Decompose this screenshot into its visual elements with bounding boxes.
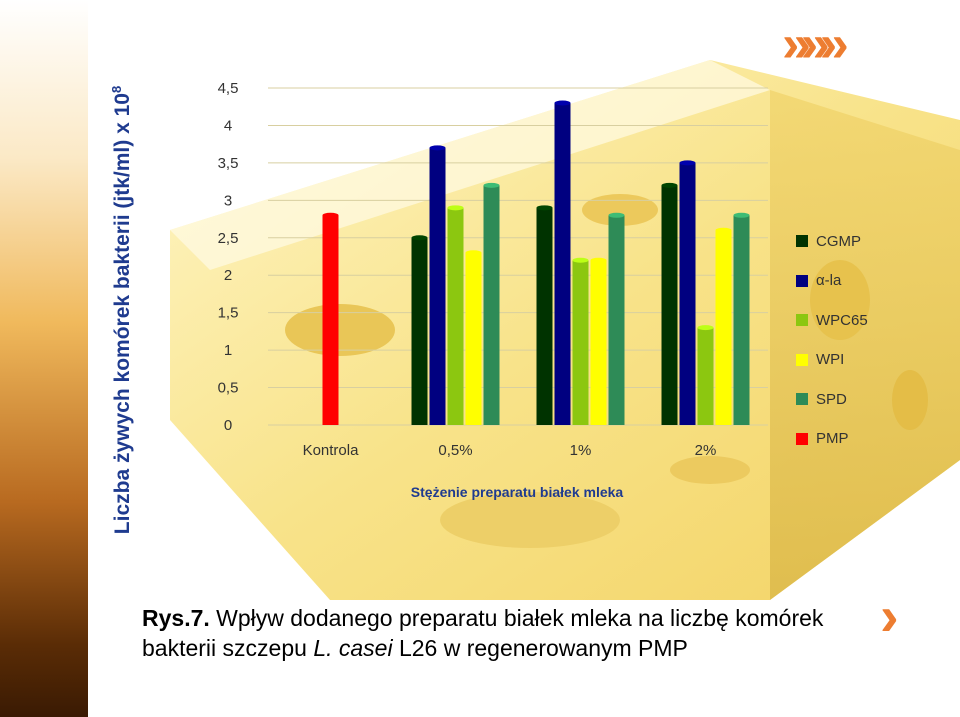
x-axis-label: Stężenie preparatu białek mleka	[411, 484, 624, 500]
bars	[322, 100, 750, 425]
y-tick-label: 2	[224, 267, 232, 284]
caption-prefix: Rys.7.	[142, 605, 210, 631]
bar-spd	[608, 215, 625, 425]
y-tick-label: 4,5	[218, 80, 239, 97]
bar-top	[733, 212, 750, 218]
bar-wpc65	[447, 207, 464, 425]
bar-cgmp	[661, 185, 678, 425]
bar-wpi	[715, 230, 732, 425]
y-tick-label: 1,5	[218, 305, 239, 322]
legend-item: WPI	[796, 350, 844, 370]
bar-top	[608, 212, 625, 218]
bar-spd	[483, 185, 500, 425]
y-tick-label: 0	[224, 417, 232, 434]
bar-top	[411, 235, 428, 241]
y-tick-label: 3	[224, 192, 232, 209]
bar-pmp	[322, 215, 339, 425]
bar-top	[322, 212, 339, 218]
y-tick-label: 4	[224, 117, 232, 134]
legend-swatch	[796, 274, 808, 287]
legend-label: CGMP	[816, 232, 861, 250]
legend-swatch	[796, 235, 808, 247]
legend-item: SPD	[796, 389, 847, 409]
y-tick-label: 2,5	[218, 230, 239, 247]
caption-text-part2: L26 w regenerowanym PMP	[392, 635, 688, 661]
legend-item: PMP	[796, 429, 849, 449]
y-tick-label: 1	[224, 342, 232, 359]
bar-cgmp	[536, 207, 553, 425]
bar-cgmp	[411, 237, 428, 425]
decorative-side-bar	[0, 0, 88, 717]
bar-top	[429, 145, 446, 151]
legend-label: WPC65	[816, 311, 868, 329]
legend-label: α-la	[816, 272, 842, 289]
y-tick-label: 3,5	[218, 155, 239, 172]
legend-swatch	[796, 432, 808, 445]
bar-top	[554, 100, 571, 106]
bar-wpi	[465, 252, 482, 425]
bar-top	[536, 205, 553, 211]
legend-swatch	[796, 314, 808, 326]
x-tick-labels: Kontrola 0,5% 1% 2%	[303, 442, 717, 459]
legend-label: SPD	[816, 390, 847, 408]
x-tick-label: 1%	[570, 442, 592, 459]
x-tick-label: 2%	[695, 442, 717, 459]
bar-spd	[733, 215, 750, 425]
x-tick-label: Kontrola	[303, 442, 360, 459]
y-tick-label: 0,5	[218, 380, 239, 397]
bar-chart: 0 0,5 1 1,5 2 2,5 3 3,5 4 4,5 Kontrola 0,5% 1% 2% St…	[218, 80, 768, 500]
x-tick-label: 0,5%	[438, 442, 472, 459]
bar-top	[465, 250, 482, 256]
bar-top	[572, 257, 589, 263]
legend-swatch	[796, 393, 808, 405]
bar-la	[679, 162, 696, 425]
legend-label: PMP	[816, 430, 849, 447]
legend-label: WPI	[816, 351, 845, 368]
legend-swatch	[796, 353, 808, 366]
bar-top	[447, 205, 464, 211]
y-tick-labels: 0 0,5 1 1,5 2 2,5 3 3,5 4 4,5	[218, 80, 239, 434]
legend-item: WPC65	[796, 310, 868, 330]
bar-top	[715, 227, 732, 233]
figure-caption: Rys.7. Wpływ dodanego preparatu białek m…	[142, 603, 882, 663]
bar-wpc65	[572, 260, 589, 425]
bar-la	[429, 147, 446, 425]
bar-top	[697, 325, 714, 331]
bar-wpi	[590, 260, 607, 425]
bar-top	[483, 182, 500, 188]
bar-wpc65	[697, 327, 714, 425]
caption-italic: L. casei	[313, 635, 393, 661]
next-chevron-icon: ›	[880, 584, 899, 647]
chevron-decoration-icon: »»»	[782, 15, 849, 73]
bar-top	[661, 182, 678, 188]
bar-top	[679, 160, 696, 166]
bar-la	[554, 102, 571, 425]
bar-top	[590, 257, 607, 263]
caption-text-part1: Wpływ dodanego preparatu białek mleka na…	[142, 605, 824, 661]
legend-item: α-la	[796, 271, 841, 291]
legend-item: CGMP	[796, 231, 861, 251]
